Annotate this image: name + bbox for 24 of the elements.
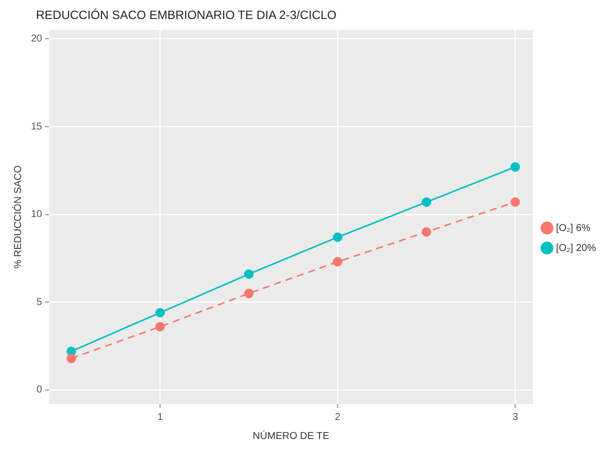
point <box>332 257 342 267</box>
point <box>510 162 520 172</box>
point <box>510 197 520 207</box>
point <box>422 227 432 237</box>
point <box>155 322 165 332</box>
point <box>332 232 342 242</box>
point <box>155 308 165 318</box>
x-axis-title: NÚMERO DE TE <box>252 430 330 442</box>
x-tick-label: 1 <box>157 412 164 423</box>
x-tick-label: 3 <box>512 412 518 423</box>
y-tick-label: 0 <box>36 384 43 396</box>
chart-title: REDUCCIÓN SACO EMBRIONARIO TE DIA 2-3/CICLO <box>36 8 336 22</box>
point <box>244 269 254 279</box>
y-axis-title: % REDUCCIÓN SACO <box>12 165 24 269</box>
point <box>422 197 432 207</box>
legend-label: [O₂] 20% <box>556 242 596 254</box>
x-tick-label: 2 <box>334 412 341 423</box>
y-tick-label: 20 <box>31 34 43 45</box>
y-tick-label: 5 <box>36 296 43 308</box>
y-tick-label: 10 <box>31 209 43 220</box>
point <box>244 288 254 298</box>
point <box>66 354 76 364</box>
y-tick-label: 15 <box>31 121 43 132</box>
legend-label: [O₂] 6% <box>556 222 591 234</box>
